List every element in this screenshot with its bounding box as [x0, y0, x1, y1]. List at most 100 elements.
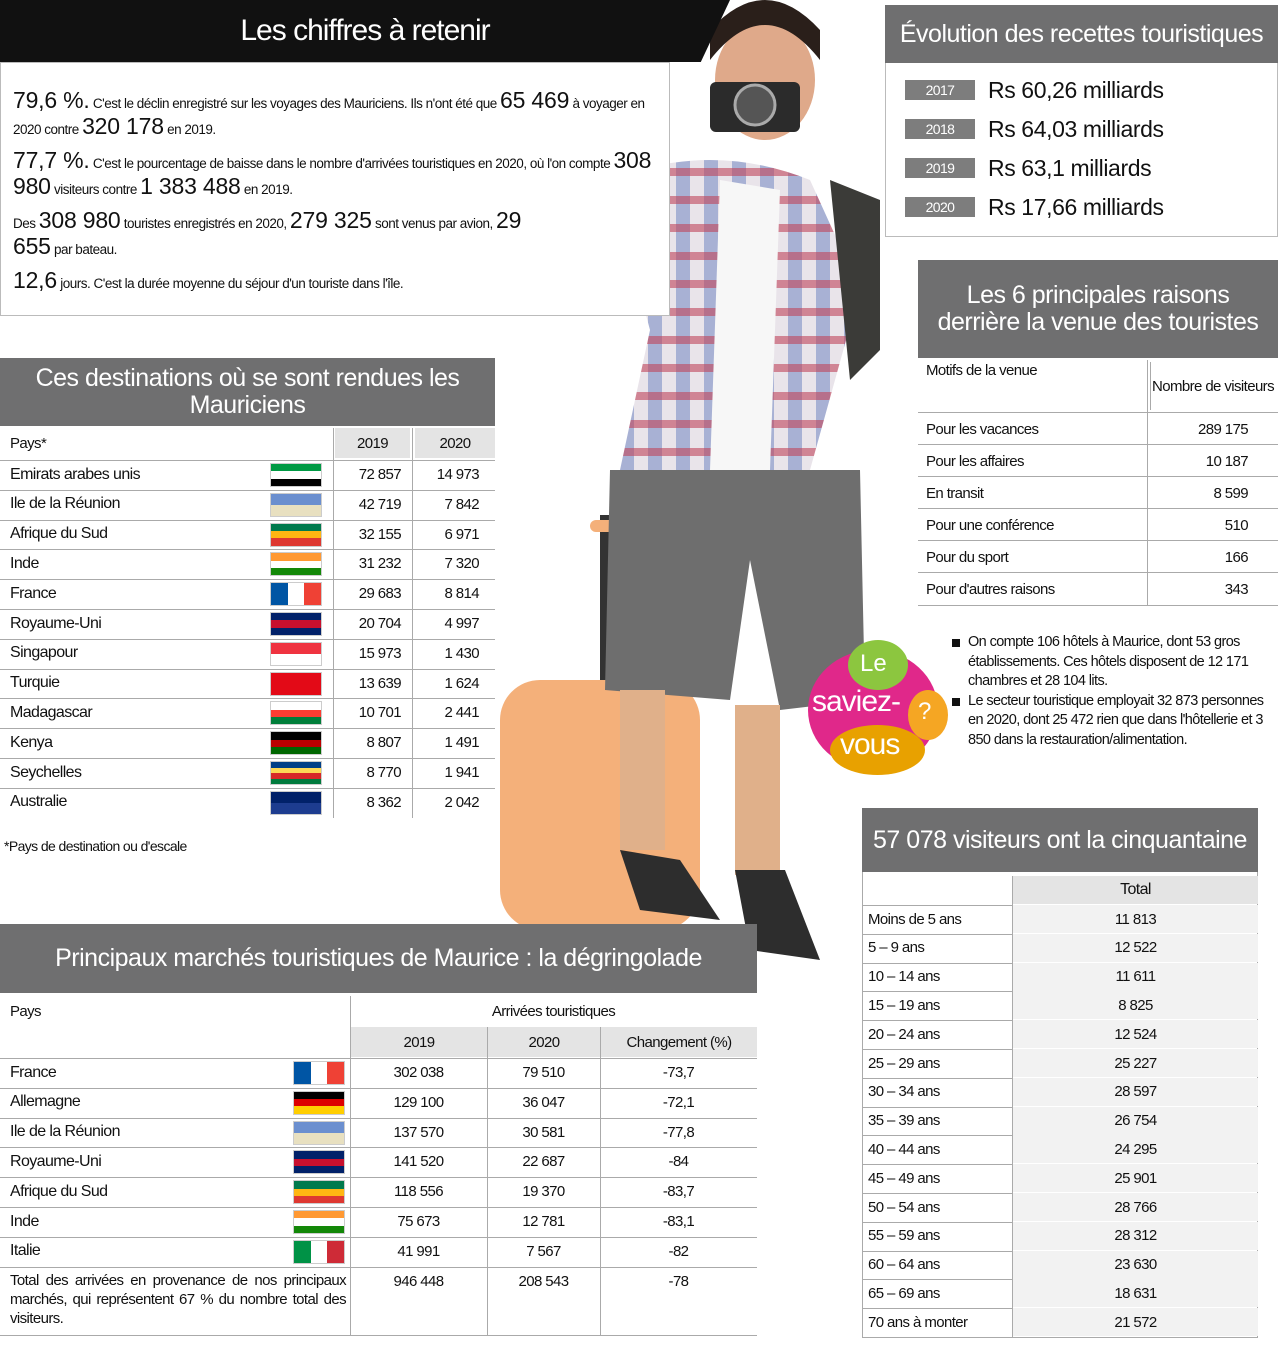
flag-stripe: [310, 1240, 328, 1263]
total-value: -78: [668, 1273, 689, 1291]
country: Ile de la Réunion: [10, 1123, 120, 1141]
revenue-title: Évolution des recettes touristiques: [885, 5, 1278, 63]
flag-stripe: [271, 767, 321, 773]
flag-stripe: [294, 1091, 344, 1100]
age-total: 11 813: [1013, 905, 1258, 933]
market-value: 7 567: [526, 1242, 561, 1260]
age-group: 45 – 49 ans: [868, 1169, 940, 1187]
row-rule: [0, 519, 495, 521]
flag-stripe: [294, 1181, 344, 1189]
market-value: 79 510: [522, 1064, 565, 1081]
row-rule: [0, 1207, 757, 1208]
column-header: 2020: [415, 428, 495, 458]
row-rule: [918, 572, 1278, 573]
flag-stripe: [271, 739, 321, 747]
flag-stripe: [310, 1062, 328, 1084]
flag: [270, 582, 322, 607]
text: C'est le pourcentage de baisse dans le n…: [92, 156, 611, 171]
value-2019: 29 683: [358, 585, 402, 603]
row-rule: [918, 540, 1278, 541]
flag-stripe: [294, 1132, 344, 1144]
flag-stripe: [271, 493, 321, 505]
text: en 2019.: [167, 122, 216, 137]
big-number: 12,6: [13, 267, 57, 293]
flag-stripe: [294, 1211, 344, 1219]
country: Seychelles: [10, 763, 82, 781]
flag: [270, 731, 322, 756]
big-number: 79,6 %.: [13, 87, 90, 113]
visitor-count: 10 187: [1205, 452, 1249, 470]
column-rule: [350, 996, 351, 1336]
reasons-title: Les 6 principales raisons derrière la ve…: [918, 260, 1278, 358]
flag-stripe: [271, 560, 321, 569]
age-group: 40 – 44 ans: [868, 1140, 940, 1158]
text: visiteurs contre: [54, 182, 137, 197]
flag: [270, 641, 322, 666]
row-rule: [918, 412, 1278, 413]
country: France: [10, 584, 57, 602]
age-total: 11 611: [1013, 962, 1258, 991]
flag: [270, 463, 322, 487]
age-total: 25 227: [1013, 1049, 1258, 1077]
flag-stripe: [294, 1121, 344, 1133]
text: par bateau.: [54, 242, 117, 257]
value-2020: 14 973: [436, 466, 480, 483]
text: sont venus par avion,: [374, 216, 493, 231]
market-value: 141 520: [393, 1153, 444, 1171]
destinations-title: Ces destinations où se sont rendues les …: [0, 358, 495, 426]
flag-stripe: [294, 1158, 344, 1167]
age-group: 15 – 19 ans: [868, 996, 940, 1014]
flag-stripe: [271, 746, 321, 755]
age-group: 50 – 54 ans: [868, 1198, 940, 1216]
market-value: 12 781: [522, 1213, 565, 1230]
value-2020: 1 430: [444, 644, 479, 662]
flag-stripe: [271, 530, 321, 539]
row-rule: [0, 668, 495, 670]
key-figure: 12,6 jours. C'est la durée moyenne du sé…: [13, 269, 657, 295]
flag: [293, 1180, 345, 1205]
age-total: 28 766: [1013, 1193, 1258, 1221]
column-rule: [333, 428, 334, 818]
row-rule: [0, 758, 495, 759]
age-group: 10 – 14 ans: [868, 968, 940, 986]
value-2020: 1 491: [444, 734, 479, 752]
flag-stripe: [294, 1106, 344, 1114]
flag-stripe: [294, 1225, 344, 1233]
flag-stripe: [271, 762, 321, 768]
market-value: -83,1: [662, 1213, 695, 1230]
flag-stripe: [294, 1062, 311, 1084]
flag-stripe: [271, 627, 321, 635]
visitor-count: 8 599: [1213, 484, 1248, 502]
flag: [270, 701, 322, 726]
country: Royaume-Uni: [10, 1152, 102, 1170]
row-rule: [0, 579, 495, 581]
text: jours. C'est la durée moyenne du séjour …: [60, 276, 404, 291]
did-you-know-text: On compte 106 hôtels à Maurice, dont 53 …: [950, 633, 1270, 750]
age-group: 70 ans à monter: [868, 1313, 968, 1331]
key-figures-title: Les chiffres à retenir: [0, 0, 730, 62]
fact-text: Le secteur touristique employait 32 873 …: [968, 692, 1264, 748]
row-rule: [0, 609, 495, 610]
total-value: 946 448: [393, 1273, 444, 1291]
flag-stripe: [287, 583, 305, 606]
column-rule: [600, 1027, 601, 1336]
column-header: 2019: [335, 428, 410, 458]
badge-text: vous: [840, 728, 900, 761]
year-label: 2020: [905, 197, 975, 217]
country: France: [10, 1063, 57, 1081]
value-2019: 8 807: [366, 734, 401, 752]
flag-stripe: [271, 471, 321, 479]
key-figures-box: 79,6 %. C'est le déclin enregistré sur l…: [0, 62, 670, 316]
age-group: 20 – 24 ans: [868, 1025, 940, 1043]
flag: [293, 1090, 345, 1115]
flag-stripe: [327, 1240, 345, 1263]
market-value: 302 038: [393, 1064, 444, 1081]
text: C'est le déclin enregistré sur les voyag…: [92, 96, 497, 111]
age-group: 30 – 34 ans: [868, 1083, 940, 1101]
flag: [270, 492, 322, 517]
reason: En transit: [926, 484, 984, 502]
column-header: 2019: [350, 1027, 487, 1057]
flag-stripe: [271, 523, 321, 531]
visitor-count: 289 175: [1197, 420, 1249, 438]
revenue-value: Rs 63,1 milliards: [988, 154, 1152, 181]
